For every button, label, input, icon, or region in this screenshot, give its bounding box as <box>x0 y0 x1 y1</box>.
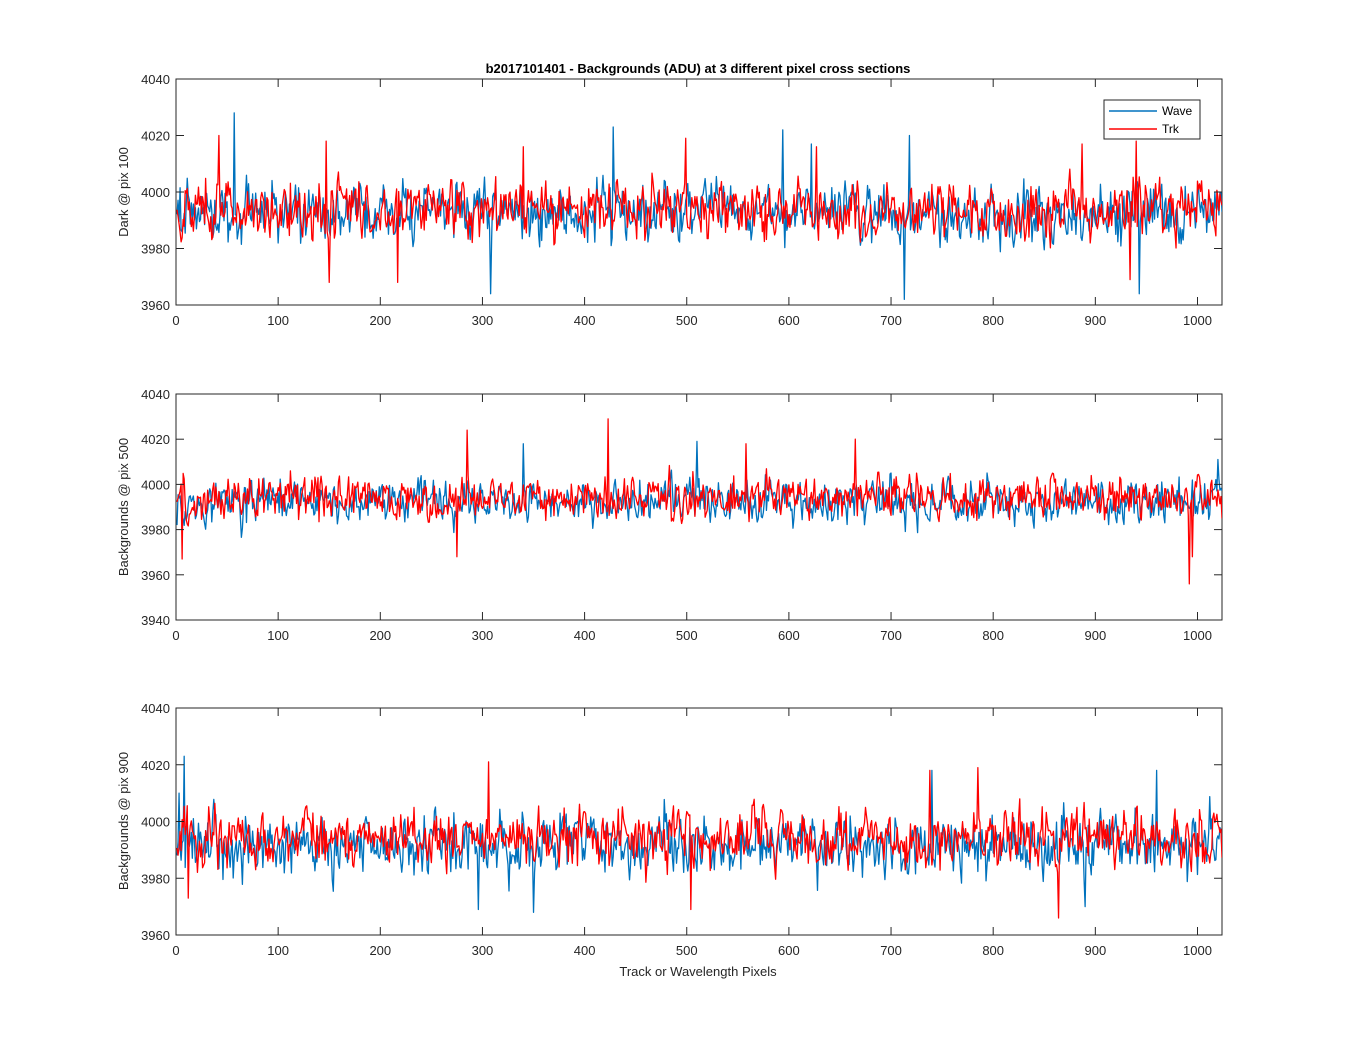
x-tick-label-0: 0 <box>172 313 179 328</box>
panel-backgrounds-pix-500: Backgrounds @ pix 500 0 100 200 300 400 500 60… <box>116 387 1223 643</box>
x-tick-label-1: 800 <box>982 628 1004 643</box>
x-tick-label-2: 400 <box>574 943 596 958</box>
x-tick-label-0: 800 <box>982 313 1004 328</box>
y-tick-label-0: 4040 <box>141 72 170 87</box>
x-tick-label-1: 900 <box>1084 628 1106 643</box>
plot-area-0 <box>175 78 1223 306</box>
x-tick-label-1: 300 <box>472 628 494 643</box>
panel-dark-pix-100: Dark @ pix 100 0 100 200 300 400 500 600 700 800… <box>116 72 1223 328</box>
ylabel-2: Backgrounds @ pix 900 <box>116 752 131 890</box>
legend-label-wave: Wave <box>1162 104 1193 118</box>
y-tick-label-2: 4000 <box>141 815 170 830</box>
x-tick-label-1: 700 <box>880 628 902 643</box>
legend-label-trk: Trk <box>1162 122 1180 136</box>
legend: Wave Trk <box>1103 99 1201 140</box>
x-tick-label-2: 100 <box>267 943 289 958</box>
x-tick-label-2: 500 <box>676 943 698 958</box>
y-tick-label-0: 4020 <box>141 129 170 144</box>
x-tick-label-1: 200 <box>369 628 391 643</box>
series-line-trk-2 <box>176 761 1222 919</box>
x-tick-label-1: 1000 <box>1183 628 1212 643</box>
y-tick-label-2: 4020 <box>141 758 170 773</box>
y-tick-label-2: 3980 <box>141 871 170 886</box>
x-tick-label-1: 400 <box>574 628 596 643</box>
y-tick-label-2: 3960 <box>141 928 170 943</box>
legend-box <box>1103 99 1201 140</box>
x-tick-label-0: 300 <box>472 313 494 328</box>
x-tick-label-0: 100 <box>267 313 289 328</box>
x-tick-label-0: 700 <box>880 313 902 328</box>
x-tick-label-0: 500 <box>676 313 698 328</box>
x-tick-label-0: 400 <box>574 313 596 328</box>
x-tick-label-0: 200 <box>369 313 391 328</box>
x-tick-label-2: 0 <box>172 943 179 958</box>
y-tick-label-1: 3980 <box>141 523 170 538</box>
x-tick-label-1: 500 <box>676 628 698 643</box>
x-tick-label-0: 900 <box>1084 313 1106 328</box>
xlabel: Track or Wavelength Pixels <box>619 964 777 979</box>
panel-backgrounds-pix-900: Backgrounds @ pix 900 Track or Wavelengt… <box>116 701 1223 979</box>
x-tick-label-2: 900 <box>1084 943 1106 958</box>
x-tick-label-2: 600 <box>778 943 800 958</box>
x-tick-label-2: 300 <box>472 943 494 958</box>
x-tick-label-1: 100 <box>267 628 289 643</box>
ylabel-1: Backgrounds @ pix 500 <box>116 438 131 576</box>
y-tick-label-0: 4000 <box>141 185 170 200</box>
x-tick-label-2: 1000 <box>1183 943 1212 958</box>
series-line-trk-1 <box>176 418 1222 585</box>
y-tick-label-1: 4040 <box>141 387 170 402</box>
x-tick-label-1: 0 <box>172 628 179 643</box>
series-line-trk-0 <box>176 134 1222 284</box>
x-tick-label-0: 1000 <box>1183 313 1212 328</box>
y-tick-label-1: 4000 <box>141 477 170 492</box>
chart-title: b2017101401 - Backgrounds (ADU) at 3 dif… <box>486 61 911 76</box>
x-tick-label-0: 600 <box>778 313 800 328</box>
x-tick-label-2: 800 <box>982 943 1004 958</box>
y-tick-label-1: 3940 <box>141 613 170 628</box>
x-tick-label-2: 200 <box>369 943 391 958</box>
x-tick-label-1: 600 <box>778 628 800 643</box>
y-tick-label-1: 3960 <box>141 568 170 583</box>
y-tick-label-0: 3980 <box>141 242 170 257</box>
y-tick-label-2: 4040 <box>141 701 170 716</box>
y-tick-label-1: 4020 <box>141 432 170 447</box>
x-tick-label-2: 700 <box>880 943 902 958</box>
ylabel-0: Dark @ pix 100 <box>116 147 131 237</box>
y-tick-label-0: 3960 <box>141 298 170 313</box>
